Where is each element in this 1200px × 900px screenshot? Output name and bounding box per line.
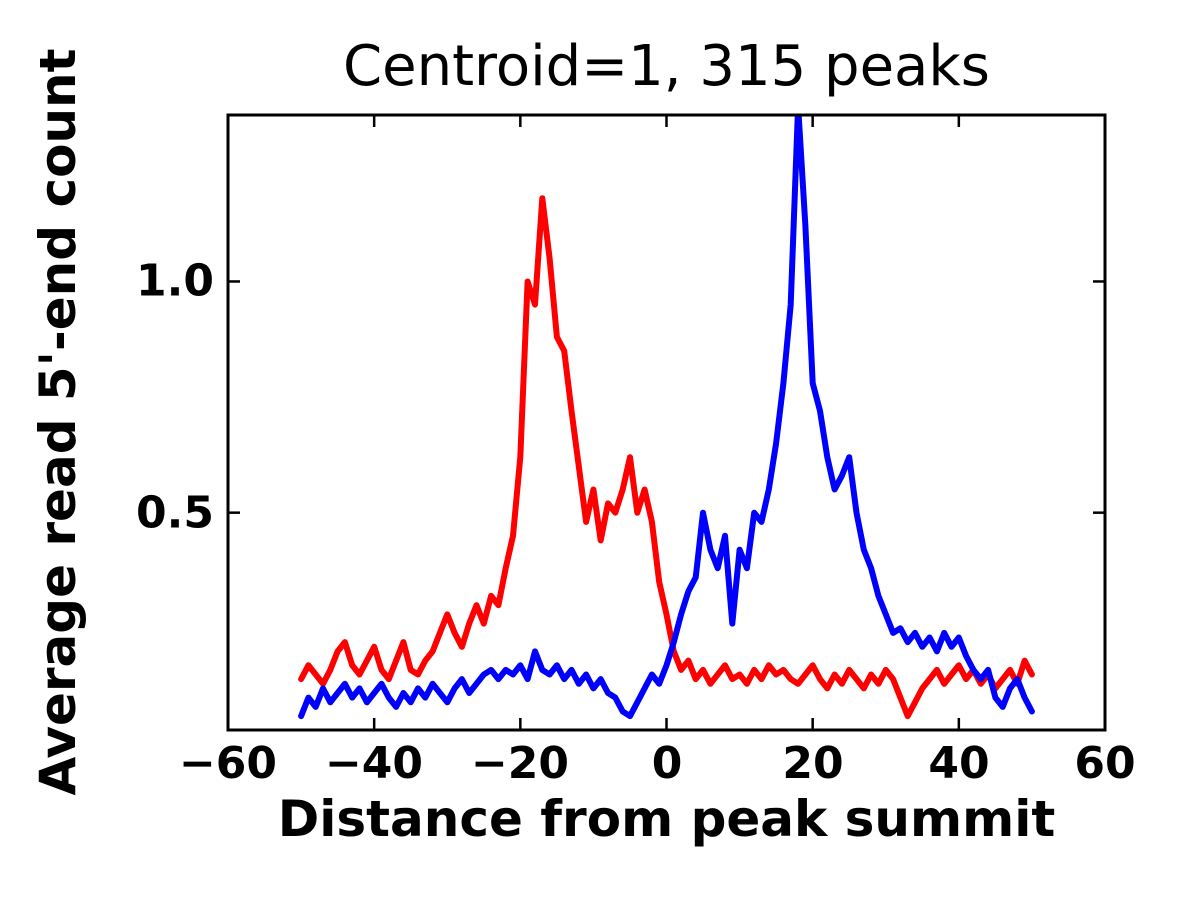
x-tick-label: 40 — [928, 738, 990, 789]
x-tick-label: 0 — [651, 738, 683, 789]
y-tick-label: 0.5 — [136, 487, 214, 539]
chart-title: Centroid=1, 315 peaks — [343, 34, 990, 99]
x-axis-label: Distance from peak summit — [277, 790, 1056, 848]
y-tick-label: 1.0 — [136, 255, 214, 307]
blue-series-line — [298, 115, 1035, 720]
x-tick-label: 20 — [782, 738, 844, 789]
x-tick-label: 60 — [1074, 738, 1136, 789]
axes-frame — [226, 113, 1107, 732]
x-tick-label: −20 — [470, 738, 570, 789]
y-axis-label: Average read 5'-end count — [29, 48, 87, 796]
tick-marks — [226, 115, 1107, 730]
x-tick-label: −40 — [324, 738, 424, 789]
red-series-line — [298, 195, 1035, 720]
x-tick-label: −60 — [178, 738, 278, 789]
series-group — [298, 115, 1035, 720]
